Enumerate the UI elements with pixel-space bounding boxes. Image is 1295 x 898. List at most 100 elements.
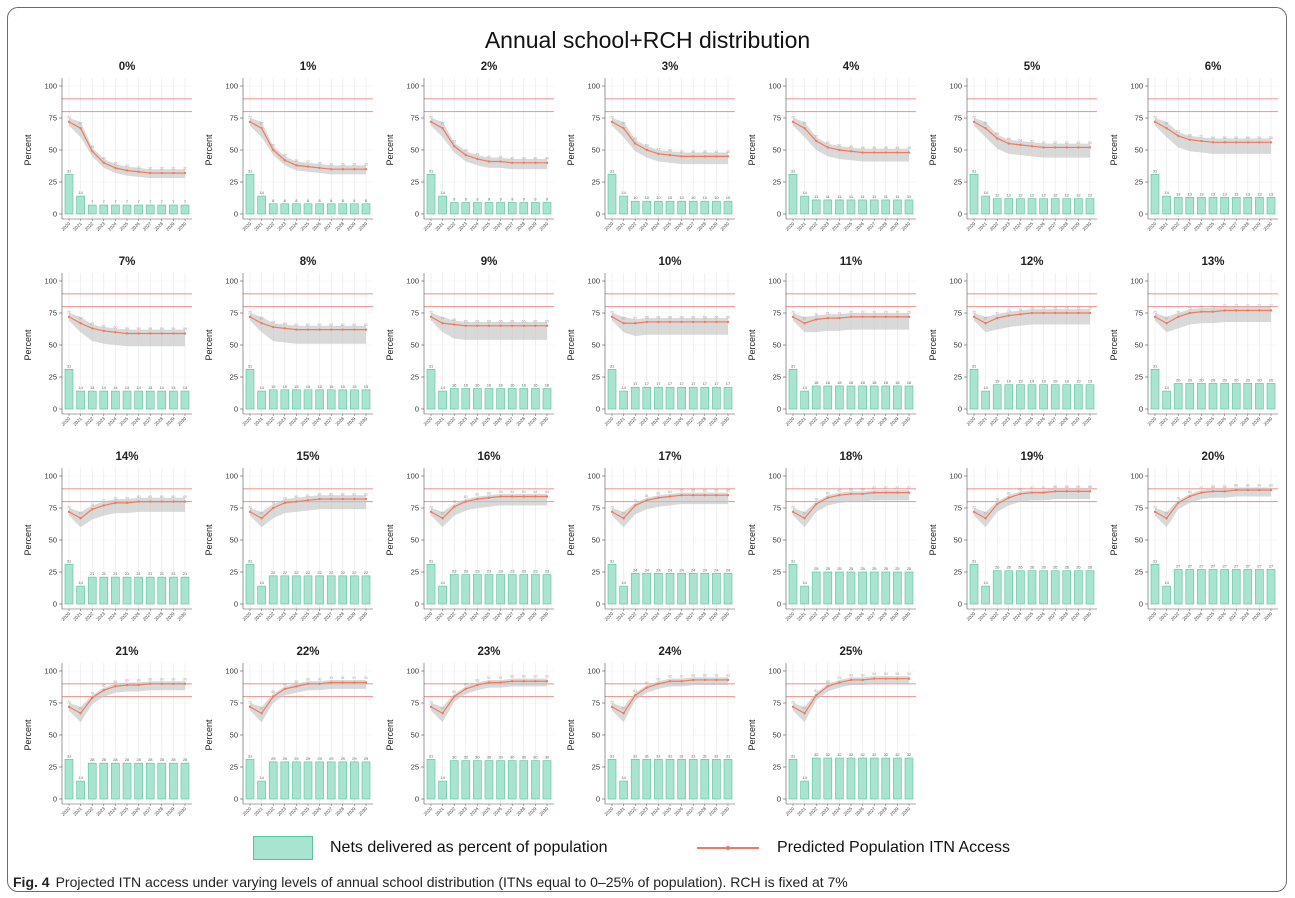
uncertainty-band <box>793 313 909 333</box>
bar-label: 11 <box>872 194 877 199</box>
access-label: 56 <box>1211 136 1215 140</box>
bar-label: 31 <box>610 168 615 173</box>
bar-label: 7 <box>103 199 106 204</box>
panel-title: 2% <box>481 61 498 73</box>
access-label: 72 <box>610 310 614 314</box>
bar <box>122 762 132 800</box>
y-tick-label: 50 <box>411 341 419 350</box>
y-tick-label: 100 <box>587 667 600 676</box>
bar-label: 12 <box>1088 193 1093 198</box>
access-label: 45 <box>726 150 730 154</box>
x-tick-label: 2030 <box>358 611 369 622</box>
x-tick-label: 2028 <box>696 806 707 817</box>
bar-label: 27 <box>1176 563 1181 568</box>
bar-label: 14 <box>183 385 188 390</box>
access-point <box>861 151 864 154</box>
bar-label: 28 <box>113 757 118 762</box>
access-label: 83 <box>826 491 830 495</box>
y-tick-label: 50 <box>230 341 238 350</box>
x-tick-label: 2025 <box>843 221 854 232</box>
access-label: 89 <box>125 679 129 683</box>
access-point <box>318 682 321 685</box>
uncertainty-band <box>793 676 909 723</box>
access-label: 79 <box>90 691 94 695</box>
access-label: 90 <box>183 677 187 681</box>
bar <box>1173 197 1183 215</box>
x-tick-label: 2027 <box>1228 416 1239 427</box>
x-tick-label: 2028 <box>153 416 164 427</box>
bar-label: 13 <box>1211 191 1216 196</box>
access-point <box>183 171 187 175</box>
x-tick-label: 2027 <box>323 221 334 232</box>
access-point <box>429 120 433 124</box>
x-tick-label: 2021 <box>796 416 807 427</box>
bar <box>519 388 529 410</box>
access-point <box>499 324 502 327</box>
bar <box>1243 197 1253 215</box>
access-label: 72 <box>791 115 795 119</box>
bar-label: 26 <box>1065 565 1070 570</box>
y-tick-label: 100 <box>768 82 781 91</box>
uncertainty-band <box>1155 306 1271 333</box>
bar-label: 14 <box>440 775 445 780</box>
x-tick-label: 2030 <box>1263 611 1274 622</box>
y-tick-label: 75 <box>230 699 238 708</box>
bar-label: 8 <box>342 198 345 203</box>
access-point <box>1165 517 1168 520</box>
access-label: 35 <box>352 163 356 167</box>
access-point <box>272 695 275 698</box>
access-point <box>645 499 648 502</box>
y-tick-label: 25 <box>230 763 238 772</box>
bar <box>642 386 652 410</box>
y-axis-label: Percent <box>23 719 33 751</box>
access-point <box>680 155 683 158</box>
bar-label: 30 <box>487 755 492 760</box>
x-tick-label: 2029 <box>889 611 900 622</box>
x-tick-label: 2026 <box>130 611 141 622</box>
panel-title: 17% <box>658 451 681 463</box>
bar <box>484 760 494 800</box>
bar <box>507 388 517 410</box>
y-tick-label: 100 <box>768 667 781 676</box>
bar-label: 19 <box>1065 379 1070 384</box>
x-tick-label: 2025 <box>119 416 130 427</box>
x-tick-label: 2023 <box>95 806 106 817</box>
y-tick-label: 50 <box>592 731 600 740</box>
access-label: 81 <box>306 494 310 498</box>
bar <box>1197 197 1206 215</box>
x-tick-label: 2022 <box>627 221 638 232</box>
bar <box>438 195 447 215</box>
access-point <box>1077 311 1080 315</box>
bar-label: 8 <box>365 198 368 203</box>
bar-label: 31 <box>610 363 615 368</box>
bar <box>700 759 710 800</box>
bar <box>619 585 628 605</box>
x-tick-label: 2022 <box>446 806 457 817</box>
y-tick-label: 50 <box>592 341 600 350</box>
x-tick-label: 2023 <box>95 221 106 232</box>
access-point <box>364 328 368 331</box>
x-tick-label: 2021 <box>1158 611 1169 622</box>
access-point <box>972 315 976 319</box>
access-label: 65 <box>533 319 537 323</box>
access-label: 65 <box>487 319 491 323</box>
x-tick-label: 2030 <box>720 416 731 427</box>
access-point <box>441 322 444 325</box>
bar-label: 8 <box>318 198 321 203</box>
bar <box>169 576 178 605</box>
bar <box>823 199 833 215</box>
access-label: 72 <box>429 115 433 119</box>
x-tick-label: 2029 <box>346 416 357 427</box>
y-tick-label: 0 <box>777 210 781 219</box>
bar-label: 28 <box>125 757 130 762</box>
x-tick-label: 2024 <box>288 806 299 817</box>
y-tick-label: 0 <box>234 405 238 414</box>
bar-label: 23 <box>487 569 492 574</box>
y-tick-label: 25 <box>773 568 781 577</box>
access-label: 67 <box>622 512 626 516</box>
access-point <box>791 705 795 709</box>
access-point <box>703 678 706 682</box>
